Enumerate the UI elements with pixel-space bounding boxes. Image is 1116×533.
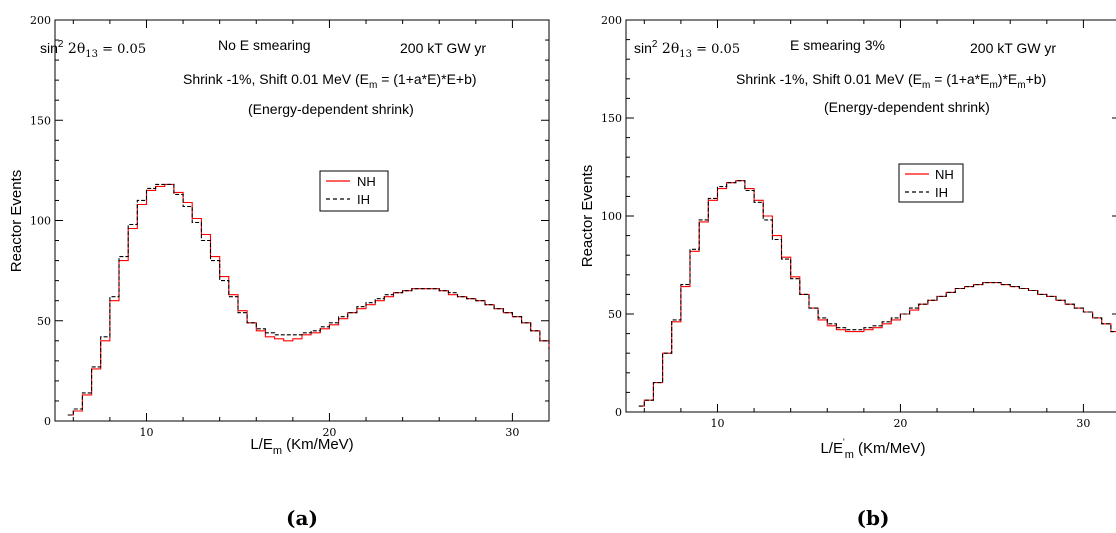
panel-b: 0 50 100 150 200 10 20 30 sin2 2θ13 = 0.05 E sm…	[579, 14, 1116, 530]
legend-label-nh-a: NH	[357, 174, 376, 189]
x-tick-label-b-1: 20	[893, 417, 907, 430]
y-axis-label-b: Reactor Events	[579, 165, 596, 268]
ticks-b: 0 50 100 150 200 10 20 30	[601, 14, 1116, 430]
legend-a: NH IH	[319, 170, 389, 212]
legend-label-ih-a: IH	[357, 192, 370, 207]
x-tick-label-b-2: 30	[1076, 417, 1090, 430]
series-line-nh-a	[67, 183, 550, 416]
y-tick-label-a-2: 100	[30, 215, 51, 228]
series-line-ih-a	[67, 183, 550, 416]
smearing-label-a: No E smearing	[218, 37, 311, 53]
series-line-ih-b	[638, 180, 1116, 407]
shrink-label-b: Shrink -1%, Shift 0.01 MeV (Em = (1+a*Em…	[736, 71, 1046, 91]
panel-a: 0 50 100 150 200 10 20 30 sin2 2θ13 = 0.05 No E…	[8, 14, 550, 530]
x-tick-label-a-2: 30	[505, 426, 519, 439]
x-tick-label-b-0: 10	[710, 417, 724, 430]
y-tick-label-a-3: 150	[30, 114, 51, 127]
param-label-a: sin2 2θ13 = 0.05	[40, 39, 146, 60]
caption-b: (b)	[857, 506, 890, 530]
series-b	[638, 180, 1116, 407]
y-tick-label-b-1: 50	[608, 308, 622, 321]
param-label-b: sin2 2θ13 = 0.05	[634, 39, 740, 60]
y-tick-label-b-4: 200	[601, 14, 622, 27]
y-tick-label-b-2: 100	[601, 210, 622, 223]
legend-box-b	[898, 163, 964, 203]
y-tick-label-a-0: 0	[44, 415, 51, 428]
shrink-label-a: Shrink -1%, Shift 0.01 MeV (Em = (1+a*E)…	[183, 71, 477, 91]
x-axis-label-a: L/Em (Km/MeV)	[250, 436, 353, 457]
smearing-label-b: E smearing 3%	[790, 37, 885, 53]
legend-box-a	[319, 170, 389, 212]
legend-label-ih-b: IH	[935, 185, 948, 200]
series-a	[67, 183, 550, 416]
exposure-label-a: 200 kT GW yr	[400, 40, 486, 56]
legend-b: NH IH	[898, 163, 964, 203]
y-tick-label-a-4: 200	[30, 14, 51, 27]
y-tick-label-b-3: 150	[601, 112, 622, 125]
ticks-a: 0 50 100 150 200 10 20 30	[30, 14, 549, 439]
x-tick-label-a-0: 10	[139, 426, 153, 439]
series-line-nh-b	[638, 180, 1116, 407]
caption-a: (a)	[286, 506, 318, 530]
y-axis-label-a: Reactor Events	[8, 170, 25, 273]
x-axis-label-b: L/E'm (Km/MeV)	[820, 437, 925, 461]
y-tick-label-b-0: 0	[615, 406, 622, 419]
legend-label-nh-b: NH	[935, 167, 954, 182]
shrink-note-b: (Energy-dependent shrink)	[824, 99, 990, 115]
shrink-note-a: (Energy-dependent shrink)	[248, 101, 414, 117]
y-tick-label-a-1: 50	[37, 315, 51, 328]
exposure-label-b: 200 kT GW yr	[970, 40, 1056, 56]
x-tick-label-a-1: 20	[322, 426, 336, 439]
